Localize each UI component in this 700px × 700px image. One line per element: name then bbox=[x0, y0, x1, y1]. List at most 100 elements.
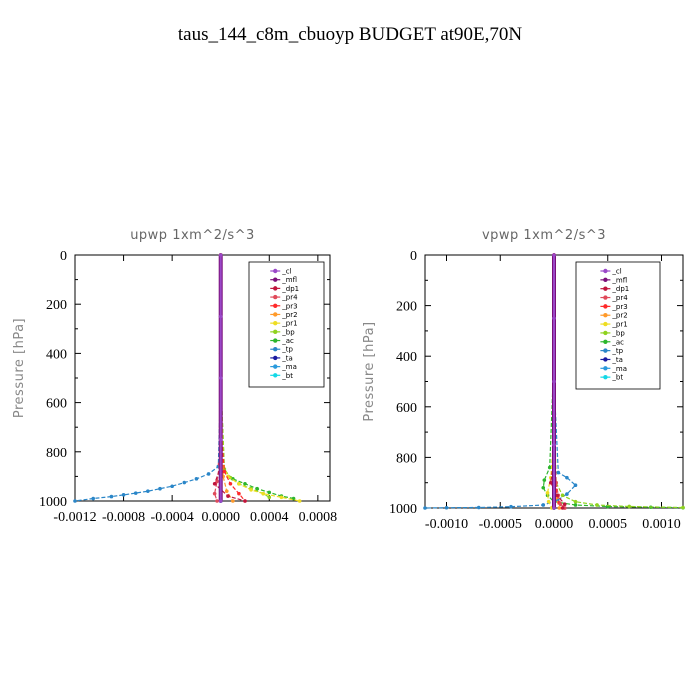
y-tick-label: 0 bbox=[60, 249, 67, 264]
data-point bbox=[212, 491, 217, 496]
x-tick-label: 0.0010 bbox=[642, 517, 681, 532]
data-point bbox=[552, 379, 556, 384]
data-point bbox=[552, 316, 556, 321]
legend-marker bbox=[603, 330, 608, 336]
legend-box bbox=[248, 261, 325, 388]
data-point bbox=[558, 502, 563, 507]
x-tick-label: -0.0010 bbox=[425, 517, 468, 532]
data-point bbox=[555, 493, 560, 498]
legend-marker bbox=[603, 366, 608, 371]
legend-label: _bt bbox=[611, 374, 623, 382]
legend-marker bbox=[603, 286, 608, 291]
legend-label: _ac bbox=[281, 337, 294, 345]
series-line-bp bbox=[553, 255, 684, 509]
legend-marker bbox=[273, 355, 278, 361]
legend-label: _tp bbox=[281, 346, 293, 354]
data-point bbox=[133, 491, 138, 495]
legend-label: _ta bbox=[281, 354, 293, 362]
data-point bbox=[627, 504, 632, 509]
y-tick-label: 600 bbox=[396, 401, 417, 416]
legend-marker bbox=[273, 347, 278, 352]
legend-label: _pr2 bbox=[611, 312, 627, 320]
upwp-panel: upwp 1xm^2/s^3 Pressure [hPa] 0 200 400 600 80… bbox=[12, 228, 337, 525]
y-tick-label: 400 bbox=[396, 350, 417, 365]
data-point bbox=[121, 493, 126, 497]
data-point bbox=[542, 478, 547, 482]
data-point bbox=[552, 442, 556, 447]
legend-label: _ma bbox=[611, 365, 627, 373]
data-point bbox=[541, 503, 546, 507]
legend: _cl_mfl_dp1_pr4_pr3_pr2_pr1_bp_ac_tp_ta_… bbox=[248, 261, 325, 388]
legend-label: _cl bbox=[611, 268, 621, 276]
data-point bbox=[231, 499, 235, 503]
data-point bbox=[267, 495, 272, 500]
legend-label: _pr1 bbox=[611, 321, 627, 329]
legend-label: _bp bbox=[281, 328, 295, 336]
legend-marker bbox=[603, 277, 608, 283]
data-point bbox=[228, 481, 233, 486]
data-point bbox=[218, 314, 223, 319]
series-line-pr3 bbox=[220, 255, 246, 502]
legend-marker bbox=[273, 364, 278, 369]
data-point bbox=[291, 496, 296, 501]
legend-label: _dp1 bbox=[611, 285, 629, 293]
data-point bbox=[237, 491, 241, 496]
data-point bbox=[158, 486, 162, 491]
data-point bbox=[548, 480, 553, 485]
y-tick-label: 200 bbox=[46, 298, 67, 313]
legend-marker bbox=[603, 357, 608, 362]
data-point bbox=[224, 489, 229, 493]
subplot-title: vpwp 1xm^2/s^3 bbox=[482, 228, 606, 243]
y-axis-label: Pressure [hPa] bbox=[362, 321, 377, 421]
data-point bbox=[73, 499, 77, 503]
data-point bbox=[423, 506, 427, 510]
data-point bbox=[215, 499, 219, 503]
legend-marker bbox=[273, 338, 278, 343]
legend-marker bbox=[273, 303, 278, 308]
legend-marker bbox=[273, 373, 278, 378]
legend-label: _pr2 bbox=[281, 311, 297, 319]
data-point bbox=[243, 499, 247, 503]
data-point bbox=[212, 481, 217, 486]
data-point bbox=[565, 475, 569, 480]
legend-label: _mfl bbox=[281, 276, 297, 284]
legend-label: _pr4 bbox=[611, 294, 628, 302]
legend-label: _pr4 bbox=[281, 294, 298, 302]
data-point bbox=[267, 490, 272, 495]
data-point bbox=[218, 376, 223, 380]
legend-marker bbox=[273, 286, 278, 291]
x-tick-label: -0.0008 bbox=[102, 510, 145, 525]
legend-marker bbox=[603, 295, 608, 300]
y-tick-label: 1000 bbox=[39, 495, 67, 510]
data-point bbox=[552, 506, 556, 510]
x-tick-label: 0.0004 bbox=[250, 510, 289, 525]
y-tick-label: 1000 bbox=[389, 502, 417, 517]
x-tick-label: -0.0005 bbox=[479, 517, 522, 532]
legend-marker bbox=[603, 339, 608, 344]
y-tick-label: 0 bbox=[410, 249, 417, 264]
data-point bbox=[218, 499, 223, 503]
data-point bbox=[194, 477, 199, 481]
data-point bbox=[91, 496, 96, 501]
x-tick-label: -0.0004 bbox=[151, 510, 194, 525]
series-cl bbox=[552, 253, 556, 510]
data-point bbox=[237, 481, 241, 486]
data-point bbox=[218, 253, 223, 257]
legend-label: _tp bbox=[611, 347, 623, 355]
legend-label: _pr1 bbox=[281, 320, 297, 328]
y-tick-label: 400 bbox=[46, 347, 67, 362]
legend-label: _cl bbox=[281, 268, 291, 276]
y-axis-label: Pressure [hPa] bbox=[12, 318, 27, 418]
legend-marker bbox=[273, 329, 278, 335]
data-point bbox=[546, 499, 551, 504]
x-tick-label: 0.0005 bbox=[589, 517, 628, 532]
legend-label: _pr3 bbox=[611, 303, 627, 311]
data-point bbox=[243, 481, 247, 486]
data-point bbox=[547, 465, 552, 470]
legend-marker bbox=[273, 268, 278, 274]
data-point bbox=[255, 486, 259, 491]
data-point bbox=[297, 499, 302, 503]
data-point bbox=[279, 495, 284, 500]
data-point bbox=[476, 505, 481, 510]
